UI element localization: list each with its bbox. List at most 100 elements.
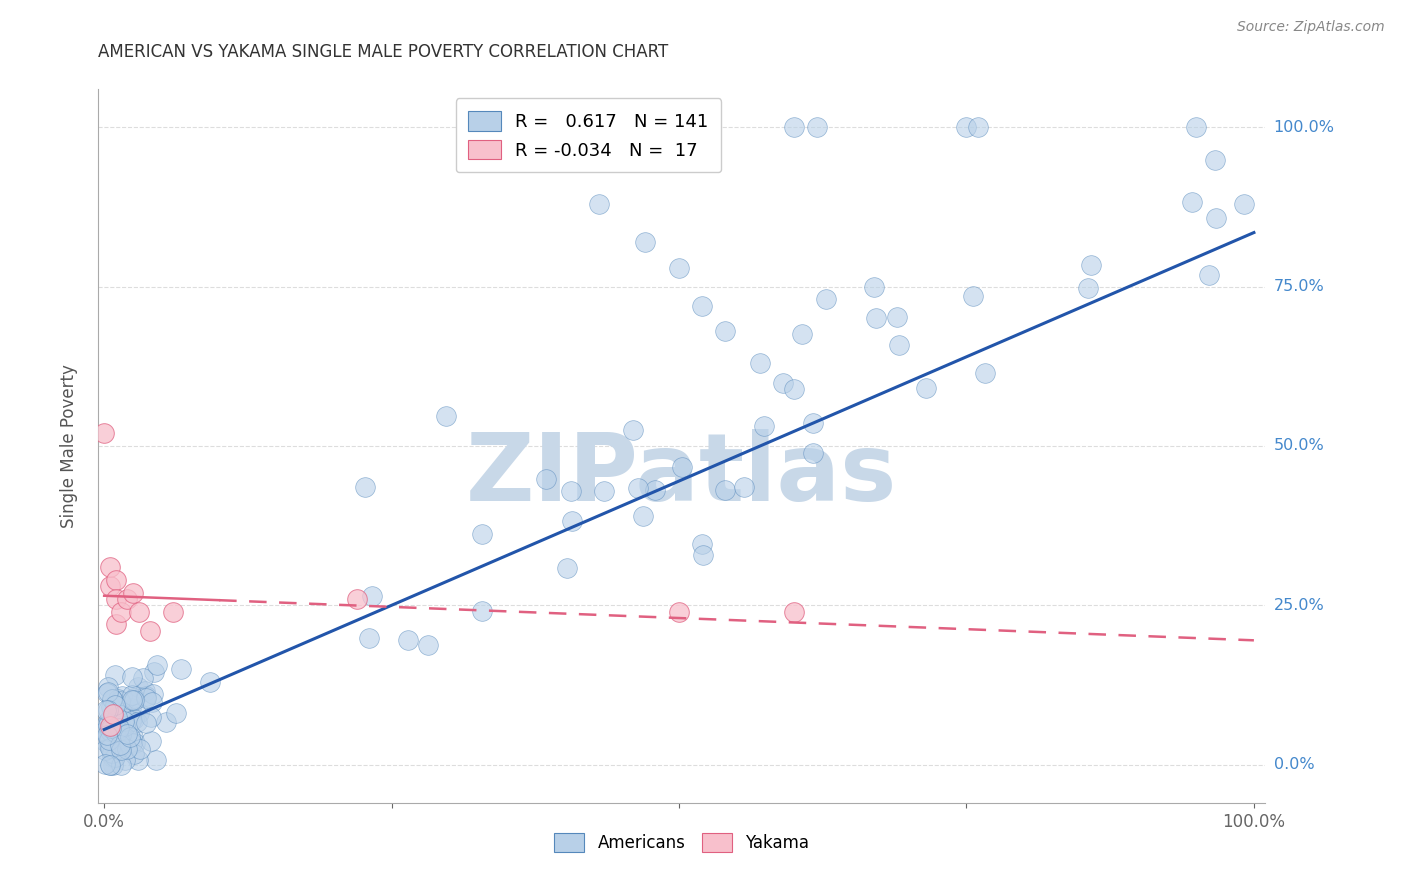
Point [887,338,910,352]
Point [103,751,125,765]
Point [139,710,162,724]
Point [124,712,146,726]
Point [621,423,644,437]
Point [101,692,124,706]
Point [97,714,120,728]
Point [117,706,139,721]
Point [734,480,756,494]
Point [96,686,118,700]
Point [105,710,128,724]
Point [121,730,143,744]
Point [122,747,145,761]
Point [534,472,557,486]
Point [108,694,131,708]
Point [104,573,127,587]
Point [104,750,127,764]
Point [361,589,384,603]
Point [96,716,118,731]
Point [120,701,142,715]
Point [814,292,837,306]
Point [115,591,138,606]
Point [631,508,654,523]
Point [865,310,887,325]
Point [107,741,129,756]
Point [110,728,132,742]
Point [104,668,127,682]
Point [962,288,984,302]
Point [98,757,121,772]
Point [626,481,648,495]
Point [108,738,131,752]
Point [104,591,127,606]
Point [110,741,132,756]
Point [418,638,440,652]
Point [94,757,117,772]
Point [471,604,494,618]
Point [132,671,155,685]
Point [122,693,145,707]
Point [122,585,145,599]
Y-axis label: Single Male Poverty: Single Male Poverty [59,364,77,528]
Point [790,327,813,342]
Point [555,561,578,575]
Point [139,733,162,747]
Point [103,706,125,721]
Point [121,688,143,702]
Point [120,730,142,744]
Point [121,736,143,750]
Point [783,120,806,135]
Point [644,483,666,498]
Point [1077,280,1099,294]
Text: 75.0%: 75.0% [1274,279,1324,294]
Point [714,324,737,338]
Point [115,707,138,722]
Point [121,692,143,706]
Point [170,662,193,676]
Point [94,734,117,748]
Point [125,715,148,730]
Text: Source: ZipAtlas.com: Source: ZipAtlas.com [1237,20,1385,34]
Point [110,605,132,619]
Point [107,731,129,746]
Point [114,716,136,731]
Point [104,725,127,739]
Point [97,732,120,747]
Point [713,483,735,498]
Point [110,708,132,723]
Point [135,690,157,704]
Point [101,750,124,764]
Point [145,753,167,767]
Point [98,719,121,733]
Point [93,426,115,441]
Point [561,515,583,529]
Point [101,732,124,747]
Point [98,741,121,756]
Point [110,757,132,772]
Text: 100.0%: 100.0% [1274,120,1334,135]
Point [142,688,165,702]
Point [396,632,419,647]
Point [146,658,169,673]
Point [107,700,129,714]
Point [94,743,117,757]
Text: 25.0%: 25.0% [1274,598,1324,613]
Point [135,690,157,705]
Point [100,700,122,714]
Point [101,735,124,749]
Point [135,716,157,731]
Point [1181,195,1204,210]
Point [974,366,997,380]
Point [100,746,122,760]
Point [588,197,610,211]
Point [97,717,120,731]
Point [103,721,125,735]
Point [104,718,127,732]
Point [806,120,828,135]
Legend: Americans, Yakama: Americans, Yakama [548,827,815,859]
Point [801,416,824,430]
Point [127,753,149,767]
Point [359,631,381,645]
Point [115,726,138,740]
Point [671,460,693,475]
Point [112,706,135,720]
